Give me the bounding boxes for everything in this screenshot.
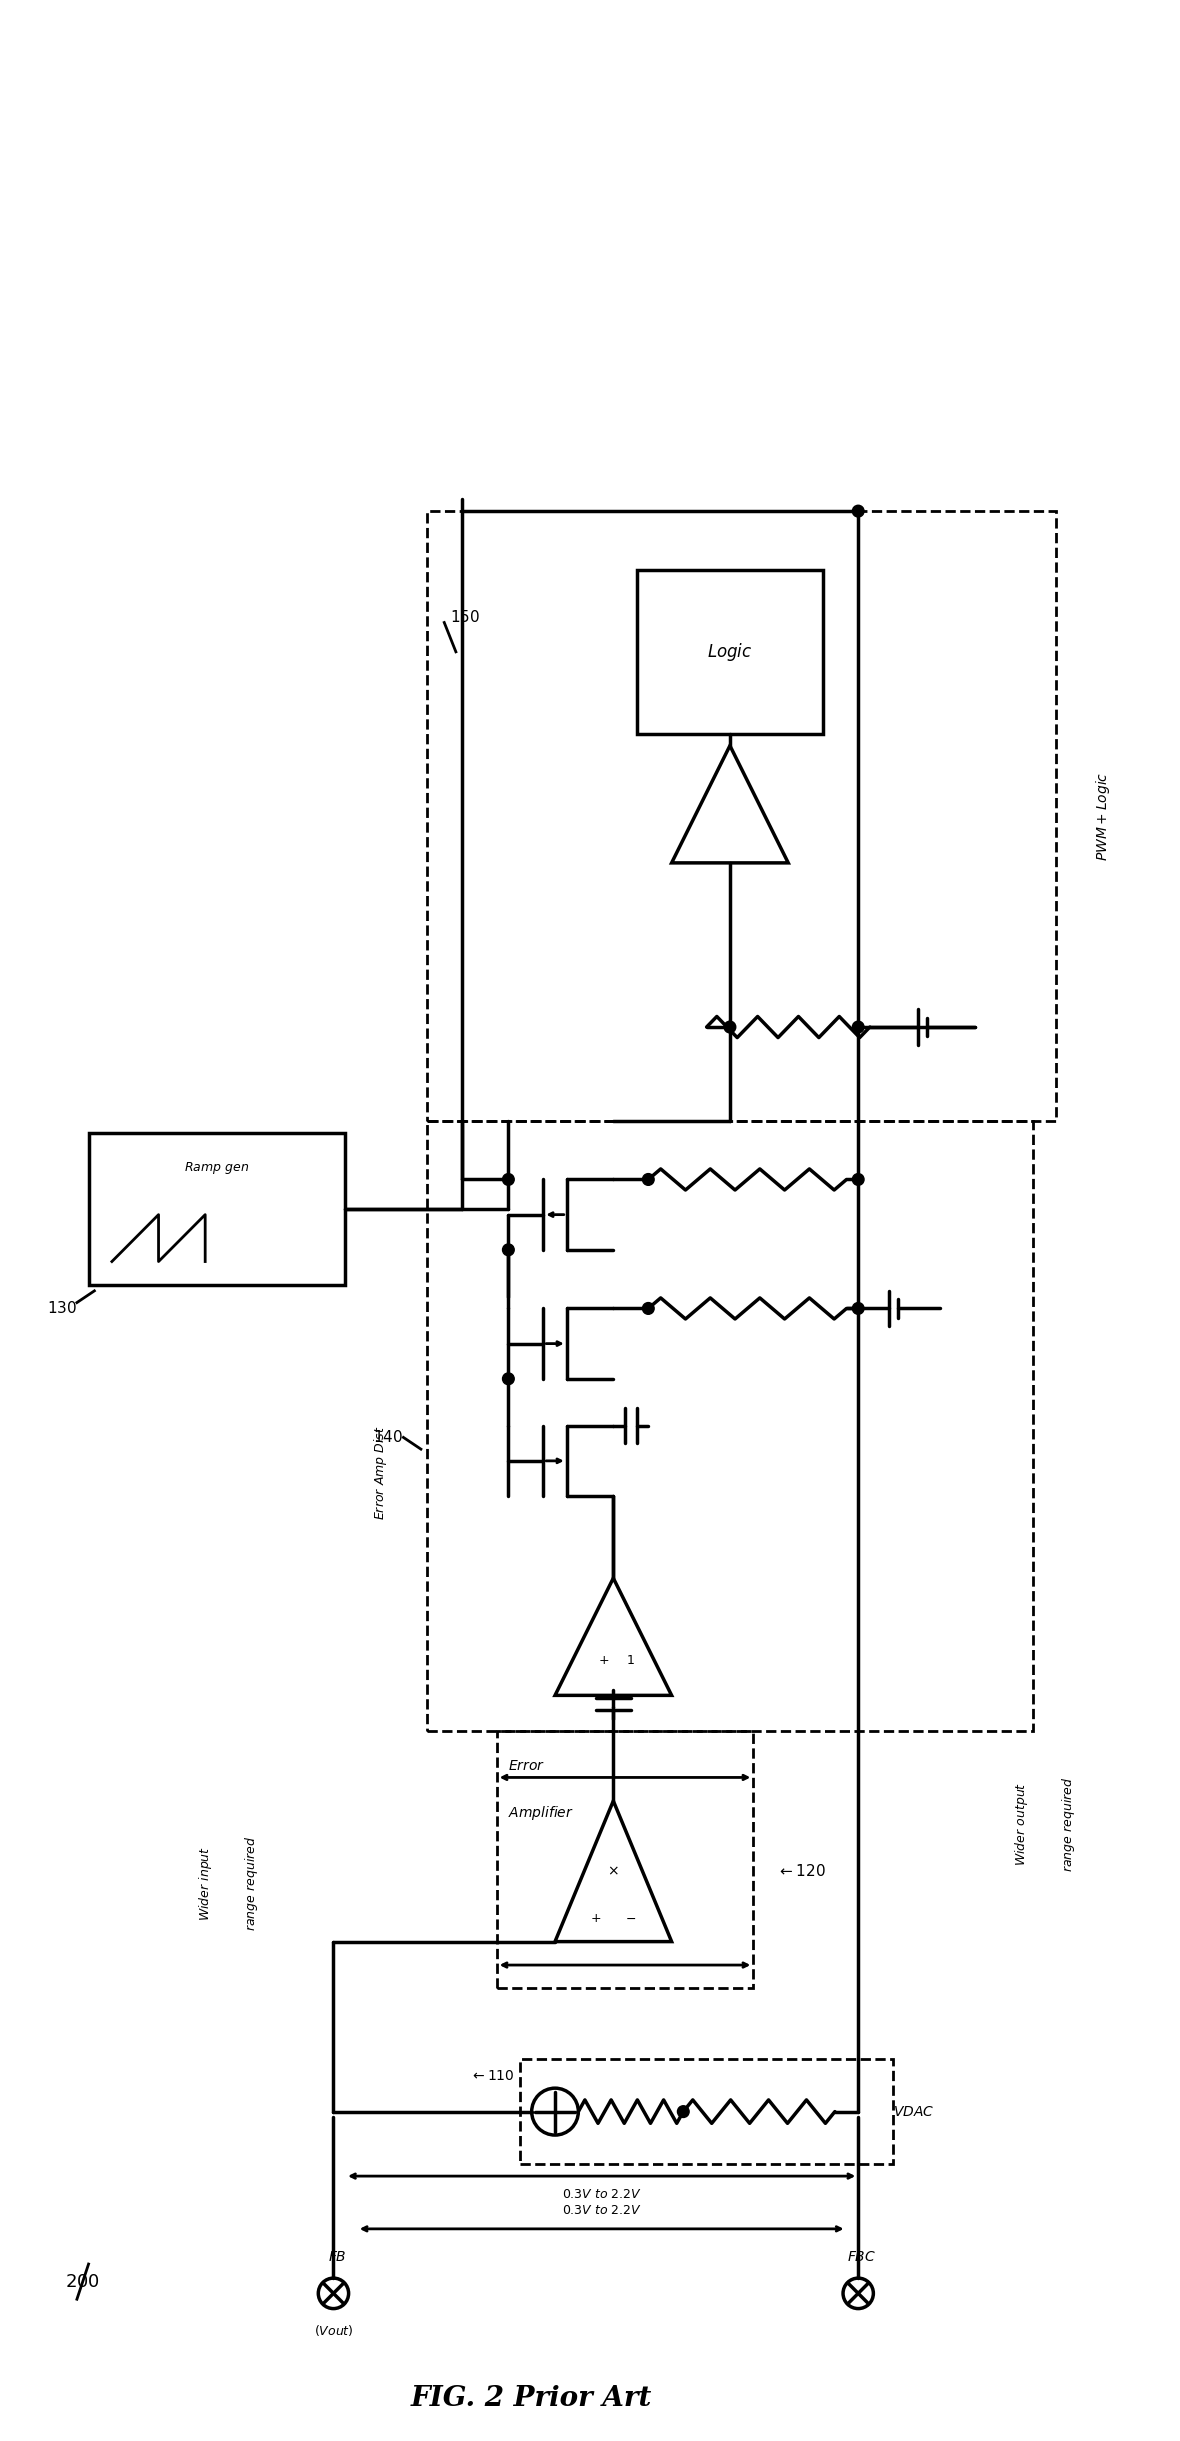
Text: $-$: $-$ (625, 1911, 636, 1924)
Circle shape (725, 1020, 736, 1033)
Text: $range\ required$: $range\ required$ (1060, 1777, 1076, 1872)
Circle shape (503, 1372, 514, 1384)
Circle shape (852, 1174, 864, 1186)
Text: $PWM + Logic$: $PWM + Logic$ (1094, 771, 1112, 862)
Circle shape (642, 1303, 654, 1313)
Text: $Wider\ input$: $Wider\ input$ (197, 1845, 214, 1921)
Text: $FBC$: $FBC$ (847, 2251, 877, 2265)
Bar (497, 1731, 753, 1989)
Bar (520, 2058, 893, 2165)
Text: $Wider\ output$: $Wider\ output$ (1012, 1782, 1030, 1867)
Text: $FB$: $FB$ (328, 2251, 346, 2265)
Text: $VDAC$: $VDAC$ (893, 2104, 935, 2119)
Text: $Error$: $Error$ (509, 1758, 545, 1772)
Text: $Error\ Amp\ Dist$: $Error\ Amp\ Dist$ (372, 1426, 388, 1521)
Bar (427, 1120, 1034, 1731)
Text: $(Vout)$: $(Vout)$ (314, 2324, 353, 2338)
Text: $0.3V\ to\ 2.2V$: $0.3V\ to\ 2.2V$ (562, 2204, 642, 2216)
Circle shape (852, 1303, 864, 1313)
Text: $Ramp\ gen$: $Ramp\ gen$ (184, 1159, 249, 1177)
Circle shape (852, 1020, 864, 1033)
Circle shape (852, 505, 864, 517)
Circle shape (642, 1174, 654, 1186)
Text: $140$: $140$ (373, 1430, 404, 1445)
Text: $1$: $1$ (627, 1653, 635, 1667)
Text: $Amplifier$: $Amplifier$ (509, 1804, 575, 1821)
Text: FIG. 2 Prior Art: FIG. 2 Prior Art (411, 2385, 653, 2412)
Text: $range\ required$: $range\ required$ (243, 1836, 261, 1931)
Text: $\leftarrow 110$: $\leftarrow 110$ (470, 2070, 514, 2085)
Text: $150$: $150$ (450, 608, 480, 625)
Bar (637, 569, 824, 735)
Circle shape (677, 2107, 689, 2116)
Circle shape (503, 1245, 514, 1255)
Bar (427, 510, 1056, 1120)
Text: $+$: $+$ (590, 1911, 602, 1924)
Text: $Logic$: $Logic$ (707, 642, 753, 664)
Text: $\times$: $\times$ (608, 1865, 620, 1877)
Circle shape (503, 1174, 514, 1186)
Text: $130$: $130$ (47, 1301, 77, 1316)
Text: $0.3V\ to\ 2.2V$: $0.3V\ to\ 2.2V$ (562, 2187, 642, 2202)
Text: $\leftarrow 120$: $\leftarrow 120$ (776, 1862, 825, 1880)
Text: $+$: $+$ (598, 1653, 610, 1667)
Bar (88, 1133, 345, 1284)
Text: $200$: $200$ (65, 2273, 100, 2290)
